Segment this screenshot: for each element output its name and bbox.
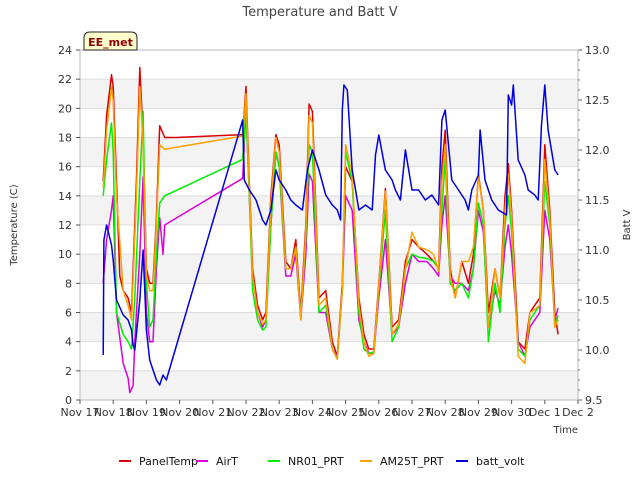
y2-tick-label: 10.5 — [585, 294, 610, 307]
grid-band — [80, 50, 578, 80]
y-tick-label: 2 — [65, 365, 72, 378]
grid-band — [80, 79, 578, 109]
x-tick-label: Nov 26 — [359, 406, 398, 419]
y-tick-label: 12 — [58, 219, 72, 232]
legend-item-nr01-prt: NR01_PRT — [268, 455, 344, 468]
y-tick-label: 0 — [65, 394, 72, 407]
y2-axis-label: Batt V — [622, 209, 633, 240]
grid-band — [80, 137, 578, 167]
y2-tick-label: 11.5 — [585, 194, 610, 207]
legend-item-batt-volt: batt_volt — [456, 455, 525, 468]
legend-label: AM25T_PRT — [380, 455, 444, 468]
y-axis-right: 9.5 10.0 10.5 11.0 11.5 12.0 12.5 13.0 — [578, 44, 610, 407]
station-badge-text: EE_met — [88, 36, 133, 49]
y2-tick-label: 10.0 — [585, 344, 610, 357]
legend-item-paneltemp: PanelTemp — [119, 455, 198, 468]
grid-band — [80, 166, 578, 196]
y-axis-label: Temperature (C) — [9, 184, 20, 266]
legend-label: batt_volt — [476, 455, 525, 468]
grid-band — [80, 108, 578, 138]
legend-label: NR01_PRT — [288, 455, 344, 468]
x-tick-label: Nov 20 — [160, 406, 199, 419]
x-tick-label: Nov 19 — [127, 406, 166, 419]
x-tick-label: Nov 30 — [492, 406, 531, 419]
x-tick-label: Nov 27 — [393, 406, 432, 419]
x-tick-label: Nov 29 — [459, 406, 498, 419]
x-tick-label: Dec 1 — [529, 406, 561, 419]
station-badge: EE_met — [83, 31, 138, 51]
series-layer — [102, 66, 559, 394]
legend-item-am25t-prt: AM25T_PRT — [360, 455, 444, 468]
y-tick-label: 18 — [58, 132, 72, 145]
y-tick-label: 22 — [58, 73, 72, 86]
y-tick-label: 24 — [58, 44, 72, 57]
y-tick-label: 10 — [58, 248, 72, 261]
chart-title: Temperature and Batt V — [241, 5, 397, 20]
legend: PanelTemp AirT NR01_PRT AM25T_PRT batt_volt — [119, 455, 525, 468]
x-axis-label: Time — [553, 425, 578, 436]
x-tick-label: Nov 17 — [61, 406, 100, 419]
y2-tick-label: 13.0 — [585, 44, 610, 57]
y-tick-label: 4 — [65, 336, 72, 349]
x-tick-label: Nov 21 — [193, 406, 232, 419]
y-tick-label: 20 — [58, 102, 72, 115]
y2-tick-label: 11.0 — [585, 244, 610, 257]
x-tick-label: Nov 24 — [293, 406, 332, 419]
y2-tick-label: 12.5 — [585, 94, 610, 107]
grid-band — [80, 341, 578, 371]
series-line-am25t-prt — [102, 85, 559, 365]
y-tick-label: 14 — [58, 190, 72, 203]
x-tick-label: Nov 25 — [326, 406, 365, 419]
x-tick-label: Nov 22 — [227, 406, 266, 419]
y2-tick-label: 9.5 — [585, 394, 603, 407]
x-tick-label: Nov 28 — [426, 406, 465, 419]
grid-bands — [80, 49, 578, 401]
y-tick-label: 16 — [58, 161, 72, 174]
y-tick-label: 8 — [65, 277, 72, 290]
x-tick-label: Dec 2 — [562, 406, 594, 419]
y2-tick-label: 12.0 — [585, 144, 610, 157]
legend-label: AirT — [216, 455, 238, 468]
y-tick-label: 6 — [65, 307, 72, 320]
legend-item-airt: AirT — [196, 455, 238, 468]
x-tick-label: Nov 18 — [94, 406, 133, 419]
station-badge-box — [83, 31, 138, 51]
legend-label: PanelTemp — [139, 455, 198, 468]
series-line-batt-volt — [102, 84, 559, 386]
x-tick-label: Nov 23 — [260, 406, 299, 419]
